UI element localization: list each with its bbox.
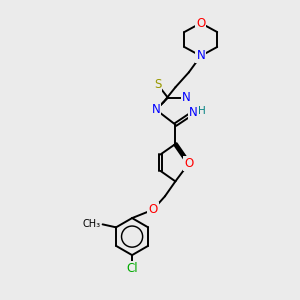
Text: Cl: Cl	[126, 262, 138, 275]
Text: CH₃: CH₃	[82, 219, 100, 230]
Text: H: H	[198, 106, 206, 116]
Text: S: S	[154, 78, 161, 91]
Text: O: O	[184, 157, 194, 170]
Text: O: O	[148, 203, 158, 216]
Text: N: N	[182, 91, 190, 104]
Text: N: N	[196, 50, 205, 62]
Text: N: N	[152, 103, 160, 116]
Text: O: O	[196, 16, 206, 30]
Text: N: N	[189, 106, 198, 119]
